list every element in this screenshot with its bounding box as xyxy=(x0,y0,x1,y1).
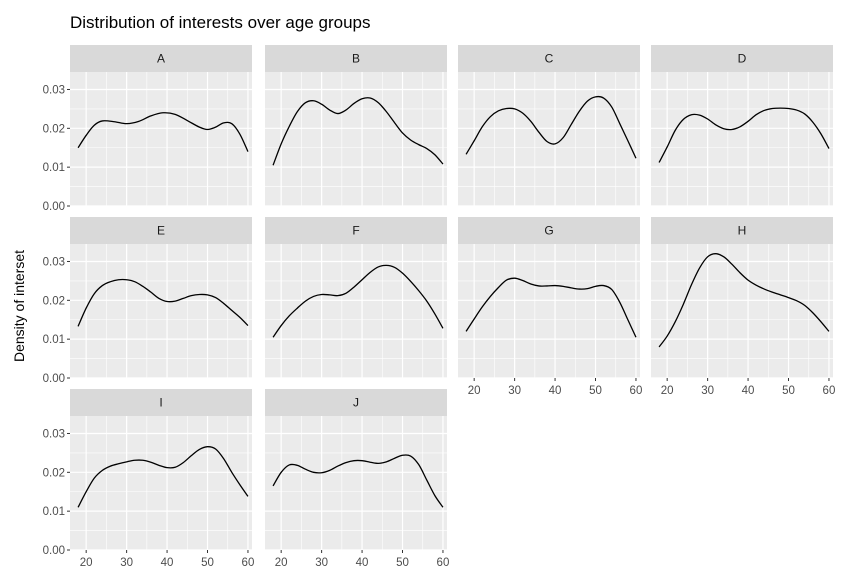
y-tick-label: 0.03 xyxy=(43,428,65,440)
strip-j xyxy=(265,389,447,416)
panel-background xyxy=(458,72,640,206)
strip-label-i: I xyxy=(159,396,162,410)
y-tick-label: 0.02 xyxy=(43,467,65,479)
x-tick-label: 50 xyxy=(782,385,795,397)
y-axis-label: Density of interset xyxy=(11,250,27,362)
x-tick-label: 60 xyxy=(823,385,836,397)
density-line-c xyxy=(465,95,637,159)
y-tick-label: 0.03 xyxy=(43,256,65,268)
strip-label-b: B xyxy=(352,52,360,66)
panel-background xyxy=(70,244,252,378)
facet-panels: A 0.00 0.01 0.02 0.03 B C D E 0.00 0.01 0.02 0.03 F G 2… xyxy=(43,45,835,569)
strip-h xyxy=(651,217,833,244)
density-line-b xyxy=(272,97,444,166)
strip-label-a: A xyxy=(157,52,165,66)
strip-b xyxy=(265,45,447,72)
x-tick-label: 40 xyxy=(161,557,174,569)
strip-c xyxy=(458,45,640,72)
strip-i xyxy=(70,389,252,416)
y-tick-label: 0.01 xyxy=(43,162,65,174)
panel-background xyxy=(458,244,640,378)
facet-panel-b: B xyxy=(265,45,447,207)
panel-background xyxy=(651,244,833,378)
y-tick-label: 0.00 xyxy=(43,545,65,557)
strip-label-g: G xyxy=(544,224,553,238)
panel-background xyxy=(70,72,252,206)
x-tick-label: 40 xyxy=(356,557,369,569)
strip-a xyxy=(70,45,252,72)
density-line-i xyxy=(77,446,249,508)
panel-background xyxy=(265,72,447,206)
y-tick-label: 0.03 xyxy=(43,84,65,96)
y-tick-label: 0.01 xyxy=(43,334,65,346)
x-tick-label: 20 xyxy=(468,385,481,397)
strip-e xyxy=(70,217,252,244)
facet-panel-c: C xyxy=(458,45,640,207)
facet-panel-i: I 0.00 0.01 0.02 0.03 20 30 40 50 60 xyxy=(43,389,255,569)
strip-label-f: F xyxy=(352,224,359,238)
x-tick-label: 30 xyxy=(701,385,714,397)
facet-panel-d: D xyxy=(651,45,833,207)
facet-panel-f: F xyxy=(265,217,447,379)
x-tick-label: 50 xyxy=(396,557,409,569)
facet-panel-a: A 0.00 0.01 0.02 0.03 xyxy=(43,45,252,213)
x-tick-label: 30 xyxy=(508,385,521,397)
x-tick-label: 50 xyxy=(201,557,214,569)
strip-label-e: E xyxy=(157,224,165,238)
facet-panel-g: G 20 30 40 50 60 xyxy=(458,217,642,397)
strip-label-d: D xyxy=(738,52,747,66)
x-tick-label: 40 xyxy=(742,385,755,397)
panel-background xyxy=(265,416,447,550)
density-line-a xyxy=(77,112,249,152)
y-tick-label: 0.02 xyxy=(43,123,65,135)
density-line-f xyxy=(272,264,444,338)
strip-f xyxy=(265,217,447,244)
x-tick-label: 30 xyxy=(120,557,133,569)
panel-background xyxy=(265,244,447,378)
strip-label-c: C xyxy=(545,52,554,66)
strip-label-h: H xyxy=(738,224,747,238)
y-tick-label: 0.00 xyxy=(43,373,65,385)
x-tick-label: 20 xyxy=(275,557,288,569)
strip-g xyxy=(458,217,640,244)
x-tick-label: 60 xyxy=(242,557,255,569)
facet-panel-e: E 0.00 0.01 0.02 0.03 xyxy=(43,217,252,385)
x-tick-label: 60 xyxy=(437,557,450,569)
strip-d xyxy=(651,45,833,72)
density-line-g xyxy=(465,277,637,338)
density-line-h xyxy=(658,253,830,348)
density-line-d xyxy=(658,107,830,163)
panel-background xyxy=(651,72,833,206)
y-tick-label: 0.01 xyxy=(43,506,65,518)
y-tick-label: 0.00 xyxy=(43,201,65,213)
x-tick-label: 20 xyxy=(661,385,674,397)
y-tick-label: 0.02 xyxy=(43,295,65,307)
facet-panel-j: J 20 30 40 50 60 xyxy=(265,389,449,569)
x-tick-label: 40 xyxy=(549,385,562,397)
x-tick-label: 60 xyxy=(630,385,643,397)
facet-panel-h: H 20 30 40 50 60 xyxy=(651,217,835,397)
chart-title: Distribution of interests over age group… xyxy=(70,13,371,32)
panel-background xyxy=(70,416,252,550)
x-tick-label: 50 xyxy=(589,385,602,397)
density-line-e xyxy=(77,278,249,327)
x-tick-label: 20 xyxy=(80,557,93,569)
density-line-j xyxy=(272,454,444,508)
x-tick-label: 30 xyxy=(315,557,328,569)
strip-label-j: J xyxy=(353,396,359,410)
